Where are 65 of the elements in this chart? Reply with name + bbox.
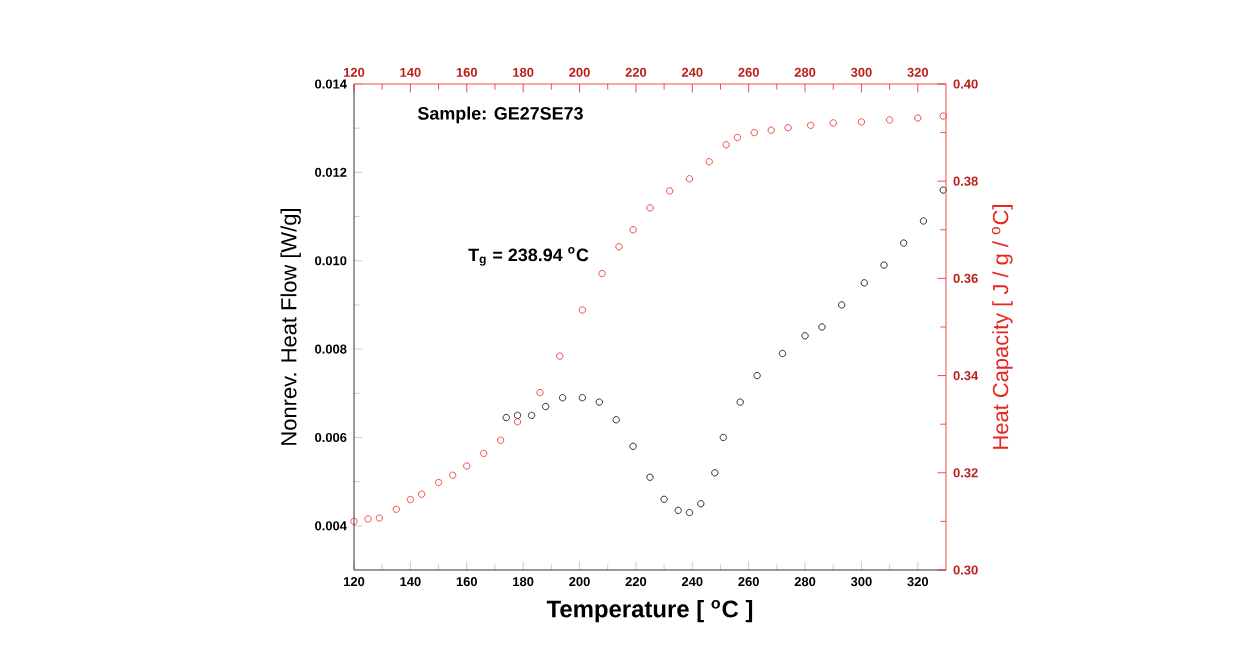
point: [449, 471, 457, 479]
point: [807, 121, 815, 129]
point: [685, 508, 694, 517]
point: [542, 402, 550, 411]
point: [528, 411, 536, 419]
point: [406, 495, 414, 504]
point: [364, 515, 372, 523]
point: [350, 517, 358, 525]
point: [578, 306, 586, 314]
point: [829, 119, 837, 127]
point: [595, 398, 603, 406]
point: [939, 186, 947, 194]
point: [736, 398, 744, 406]
point: [880, 261, 888, 269]
point: [685, 175, 694, 183]
point: [646, 473, 654, 481]
x-axis-title: Temperature [ $^{o}$C ]: [546, 599, 753, 623]
y2-axis-title: Heat Capacity [ J / g / $^{o}$C]: [991, 205, 1013, 449]
point: [434, 478, 443, 487]
point: [784, 124, 792, 132]
point: [375, 514, 383, 522]
point: [615, 243, 623, 251]
point: [778, 349, 787, 358]
point: [559, 394, 567, 402]
point: [697, 500, 705, 508]
point: [392, 505, 400, 513]
point: [502, 413, 510, 422]
point: [705, 158, 713, 166]
point: [480, 449, 488, 457]
point: [753, 372, 761, 380]
point: [674, 506, 682, 514]
point: [750, 129, 758, 137]
point: [886, 116, 894, 124]
point: [418, 490, 426, 498]
annotation: Sample: GE27SE73: [417, 106, 583, 124]
point: [900, 239, 908, 247]
point: [860, 279, 868, 287]
point: [513, 411, 522, 419]
point: [497, 436, 505, 444]
point: [914, 114, 922, 122]
point: [660, 495, 668, 503]
point: [838, 301, 846, 309]
point: [711, 469, 719, 477]
point: [939, 112, 947, 120]
point: [818, 323, 826, 331]
point: [513, 418, 522, 426]
point: [598, 269, 606, 278]
point: [666, 187, 674, 195]
point: [629, 442, 637, 450]
point: [801, 332, 809, 340]
point: [463, 462, 471, 470]
y-axis-title: Nonrev. Heat Flow [W/g]: [280, 209, 301, 445]
point: [646, 204, 654, 212]
point: [733, 133, 741, 142]
point: [722, 141, 730, 149]
point: [556, 352, 564, 360]
point: [919, 217, 928, 225]
point: [857, 118, 866, 126]
point: [629, 226, 637, 234]
point: [612, 416, 620, 424]
point: [578, 394, 586, 402]
point: [719, 433, 727, 442]
point: [767, 126, 775, 134]
point: [536, 389, 544, 397]
annotation: T$_{g}$ = 238.94 $^{o}$C: [468, 247, 589, 266]
